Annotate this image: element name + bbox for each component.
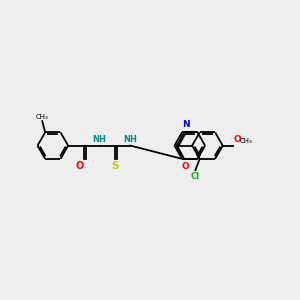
Text: O: O bbox=[233, 135, 241, 144]
Text: Cl: Cl bbox=[191, 172, 200, 181]
Text: O: O bbox=[76, 161, 84, 171]
Text: O: O bbox=[182, 162, 190, 171]
Text: NH: NH bbox=[93, 134, 106, 143]
Text: CH₃: CH₃ bbox=[239, 138, 252, 144]
Text: N: N bbox=[182, 120, 189, 129]
Text: NH: NH bbox=[123, 134, 137, 143]
Text: CH₃: CH₃ bbox=[36, 114, 49, 120]
Text: S: S bbox=[111, 161, 119, 171]
